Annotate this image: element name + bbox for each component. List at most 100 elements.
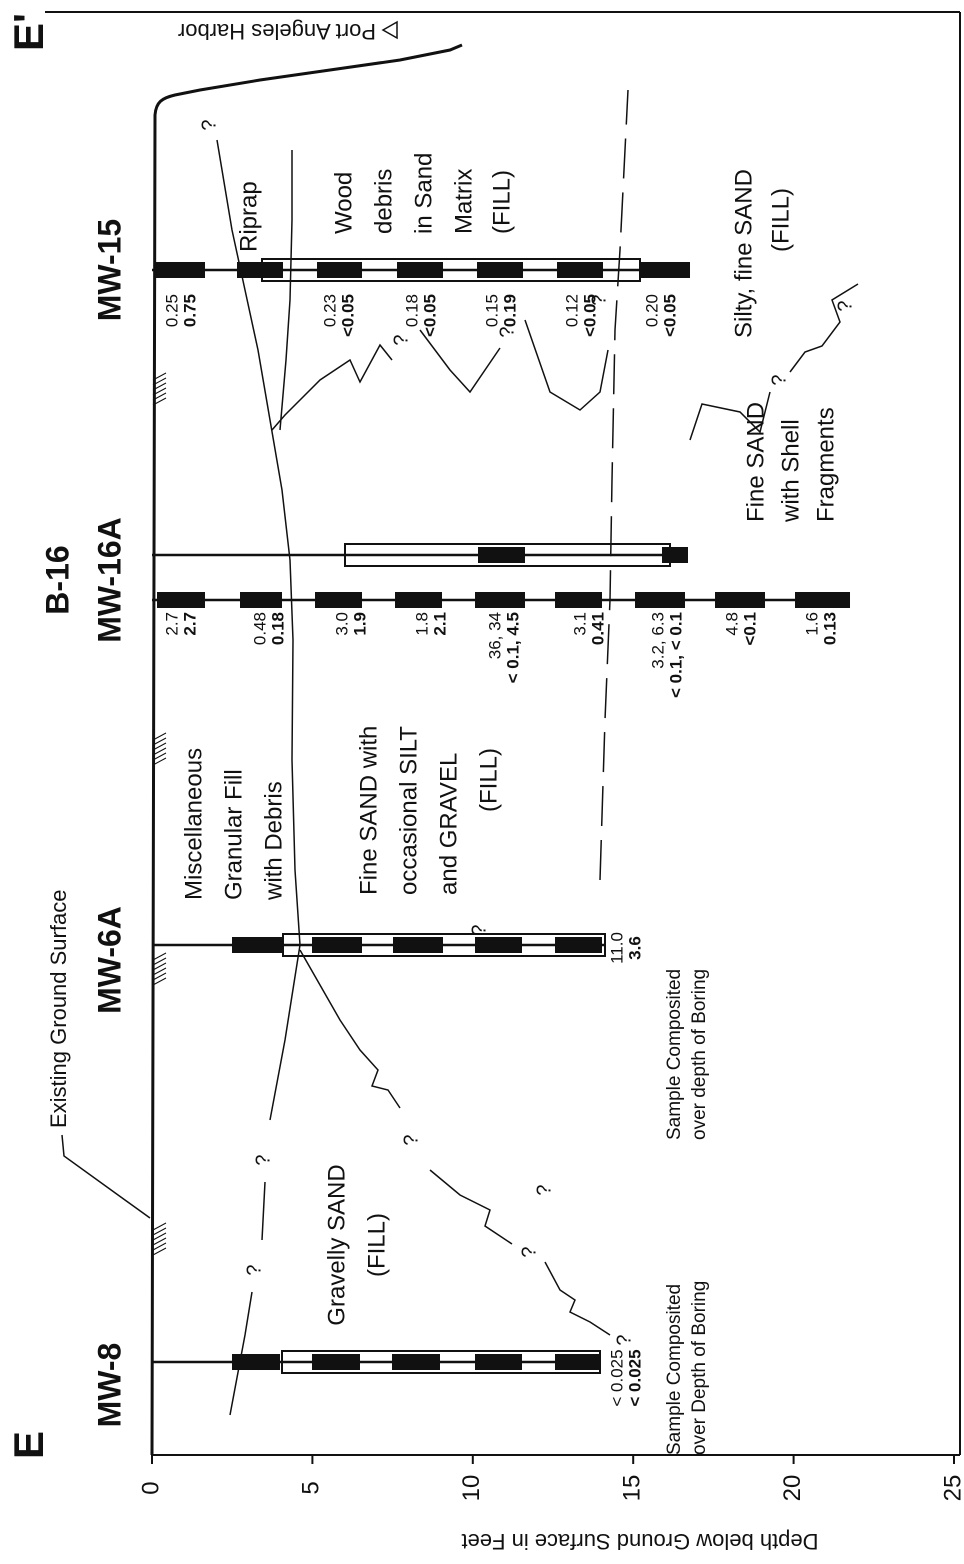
query-mark: ? xyxy=(518,1246,540,1257)
sample-interval xyxy=(232,1354,280,1370)
sample-result: < 0.025 xyxy=(625,1349,644,1406)
contact-line xyxy=(430,1170,512,1244)
sample-result: 0.18 xyxy=(268,612,287,645)
section-label: E xyxy=(5,1431,52,1459)
sample-result: < 0.1, 4.5 xyxy=(503,612,522,683)
sample-interval xyxy=(555,592,602,608)
sample-interval xyxy=(475,937,522,953)
well-name: MW-6A xyxy=(91,906,127,1014)
well-name: B-16 xyxy=(39,545,75,614)
unit-label: Riprap xyxy=(235,181,262,252)
unit-label: (FILL) xyxy=(767,188,794,252)
sample-interval xyxy=(312,937,362,953)
sample-interval xyxy=(478,547,525,563)
contact-line xyxy=(545,1262,610,1335)
tick-label: 10 xyxy=(458,1475,485,1502)
sample-interval xyxy=(795,592,850,608)
unit-label: Fragments xyxy=(812,407,839,522)
sample-result: 0.75 xyxy=(180,294,199,327)
composite-note: Sample Composited xyxy=(664,969,685,1140)
unit-label: Fine SAND with xyxy=(355,726,382,895)
tick-label: 0 xyxy=(137,1481,164,1494)
sample-result: 3.6 xyxy=(625,936,644,960)
contact-line xyxy=(262,1182,265,1240)
contact-line xyxy=(420,330,500,392)
query-mark: ? xyxy=(400,1134,422,1145)
axis-title: Depth below Ground Surface in Feet xyxy=(461,1529,818,1554)
unit-label: debris xyxy=(370,169,397,234)
sample-interval xyxy=(393,937,443,953)
sample-result: 3.1 xyxy=(570,612,589,636)
sample-interval xyxy=(232,937,282,953)
sample-interval xyxy=(715,592,765,608)
sample-result: 2.7 xyxy=(180,612,199,636)
sample-interval xyxy=(395,592,442,608)
sample-result: 0.12 xyxy=(562,294,581,327)
unit-label: (FILL) xyxy=(488,170,515,234)
contact-line xyxy=(790,284,858,372)
sample-result: 36, 34 xyxy=(485,612,504,659)
query-mark: ? xyxy=(390,334,412,345)
harbor-label: Port Angeles Harbor xyxy=(178,19,376,44)
sample-result: 3.0 xyxy=(332,612,351,636)
sample-interval xyxy=(557,262,603,278)
sample-interval xyxy=(662,547,688,563)
sample-result: 4.8 xyxy=(722,612,741,636)
tick-label: 25 xyxy=(939,1475,964,1502)
query-mark: ? xyxy=(252,1154,274,1165)
query-mark: ? xyxy=(834,300,856,311)
composite-note: over Depth of Boring xyxy=(689,1281,710,1455)
unit-label: Granular Fill xyxy=(220,769,247,900)
page: { "section_labels": {"start": "E", "end"… xyxy=(0,0,964,1564)
sample-result: <0.05 xyxy=(420,294,439,337)
sample-interval xyxy=(317,262,362,278)
well-name: MW-8 xyxy=(91,1343,127,1428)
well-name: MW-16A xyxy=(91,517,127,643)
contact-line xyxy=(280,150,292,430)
query-mark: ? xyxy=(613,1334,635,1345)
sample-result: 0.41 xyxy=(588,612,607,645)
sample-result: 1.8 xyxy=(412,612,431,636)
unit-label: with Debris xyxy=(260,781,287,901)
sample-result: 2.7 xyxy=(162,612,181,636)
sample-result: 0.48 xyxy=(250,612,269,645)
contact-line xyxy=(230,1292,252,1415)
unit-label: (FILL) xyxy=(475,748,502,812)
composite-note: Sample Composited xyxy=(664,1284,685,1455)
unit-label: Matrix xyxy=(450,169,477,234)
contacts xyxy=(217,90,858,1415)
sample-result: <0.05 xyxy=(338,294,357,337)
sample-result: < 0.1, < 0.1 xyxy=(666,612,685,698)
unit-label: Wood xyxy=(330,172,357,234)
sample-interval xyxy=(315,592,362,608)
sample-result: 0.19 xyxy=(500,294,519,327)
drawing: 0510152025Depth below Ground Surface in … xyxy=(5,13,964,1554)
sample-result: 1.9 xyxy=(350,612,369,636)
unit-label: with Shell xyxy=(777,419,804,523)
sample-result: 0.13 xyxy=(820,612,839,645)
sample-result: 1.6 xyxy=(802,612,821,636)
sample-result: 3.2, 6.3 xyxy=(648,612,667,669)
sample-interval xyxy=(392,1354,440,1370)
composite-note: over depth of Boring xyxy=(689,969,710,1140)
water-level-symbol xyxy=(383,22,397,38)
unit-label: Miscellaneous xyxy=(180,748,207,900)
sample-interval xyxy=(157,592,205,608)
tick-label: 20 xyxy=(779,1475,806,1502)
query-mark: ? xyxy=(533,1184,555,1195)
sample-interval xyxy=(635,592,685,608)
query-mark: ? xyxy=(496,326,518,337)
sample-interval xyxy=(475,1354,522,1370)
sample-result: 0.15 xyxy=(482,294,501,327)
sample-result: 0.20 xyxy=(642,294,661,327)
sample-result: 0.23 xyxy=(320,294,339,327)
sample-interval xyxy=(237,262,283,278)
unit-label: (FILL) xyxy=(363,1213,390,1277)
unit-label: Fine SAND xyxy=(742,402,769,522)
sample-interval xyxy=(155,262,205,278)
sample-result: <0.05 xyxy=(580,294,599,337)
sample-interval xyxy=(312,1354,360,1370)
sample-result: 11.0 xyxy=(607,932,626,964)
sample-interval xyxy=(640,262,690,278)
sample-interval xyxy=(555,1354,600,1370)
